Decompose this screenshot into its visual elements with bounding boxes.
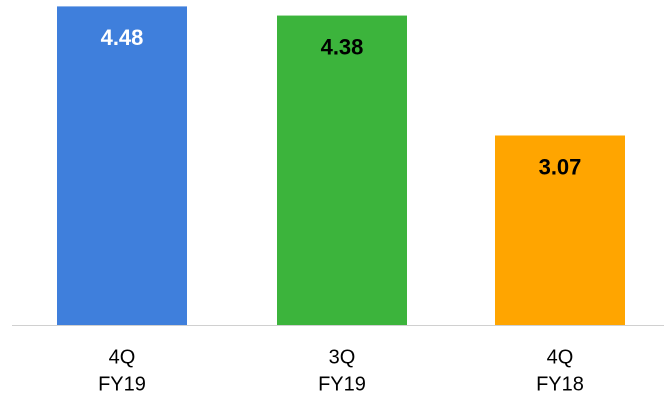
x-tick-label: 3Q <box>329 346 356 368</box>
value-label: 3.07 <box>539 154 582 179</box>
x-tick-label: FY19 <box>318 373 366 395</box>
value-label: 4.38 <box>321 34 364 59</box>
x-tick-label: 4Q <box>547 346 574 368</box>
x-tick-label: FY18 <box>536 373 584 395</box>
x-tick-label: 4Q <box>109 346 136 368</box>
bar <box>495 135 625 325</box>
bar <box>57 6 187 326</box>
bar <box>277 15 407 325</box>
x-tick-label: FY19 <box>98 373 146 395</box>
value-label: 4.48 <box>101 25 144 50</box>
